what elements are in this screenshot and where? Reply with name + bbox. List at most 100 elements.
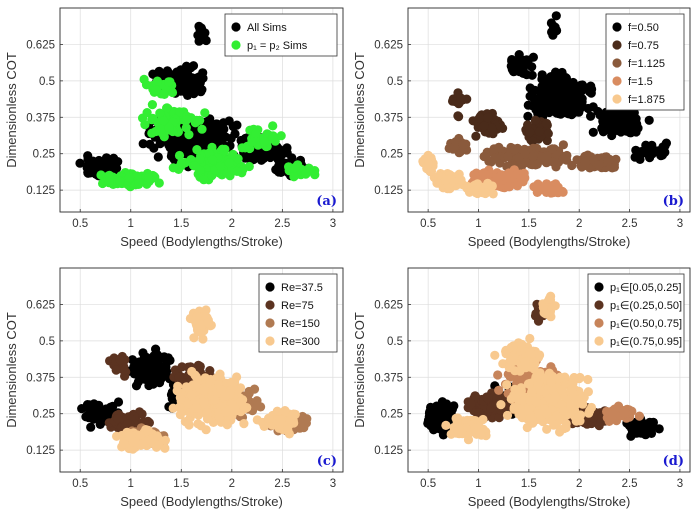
legend-marker: [594, 336, 604, 346]
x-tick-label: 1.5: [173, 478, 189, 490]
data-point: [523, 379, 534, 389]
data-point: [264, 413, 274, 423]
data-point: [200, 108, 210, 118]
data-point: [198, 334, 208, 344]
data-point: [644, 115, 654, 125]
y-tick-label: 0.25: [33, 149, 55, 161]
y-tick-label: 0.375: [374, 372, 403, 384]
data-point: [119, 365, 129, 375]
data-point: [608, 410, 618, 420]
data-point: [130, 437, 140, 447]
data-point: [547, 144, 557, 154]
y-tick-label: 0.125: [26, 185, 55, 197]
data-point: [525, 413, 535, 423]
panel-b: 0.5 1 1.5 2 2.5 3 0.125 0.25 0.375 0.5 0.625 Speed …: [352, 7, 691, 249]
data-point: [542, 118, 552, 129]
y-tick-label: 0.25: [381, 149, 403, 161]
data-point: [176, 86, 186, 96]
y-axis-label: Dimensionless COT: [4, 52, 19, 168]
data-point: [75, 158, 85, 168]
legend-label: Re=75: [281, 300, 314, 312]
x-tick-label: 3: [330, 478, 336, 490]
data-point: [560, 74, 570, 84]
data-point: [558, 86, 568, 96]
data-point: [506, 355, 516, 365]
y-tick-label: 0.375: [26, 372, 55, 384]
data-point: [283, 425, 293, 435]
data-point: [105, 404, 115, 414]
data-point: [621, 126, 631, 136]
data-point: [199, 386, 209, 396]
x-tick-label: 3: [330, 218, 336, 230]
data-point: [153, 440, 164, 450]
data-point: [195, 78, 205, 88]
data-point: [225, 385, 236, 395]
data-point: [543, 129, 553, 139]
legend: All Sims p₁ = p₂ Sims: [224, 13, 338, 57]
data-point: [174, 402, 185, 412]
plot-frame: [407, 7, 691, 213]
data-point: [197, 124, 207, 134]
data-point: [143, 425, 153, 435]
legend-marker: [594, 300, 604, 310]
data-point: [224, 158, 234, 168]
data-point: [85, 168, 96, 178]
x-tick-label: 2.5: [622, 478, 638, 490]
data-point: [148, 113, 158, 123]
data-point: [202, 407, 212, 418]
data-point: [525, 333, 535, 344]
data-point: [523, 111, 533, 121]
data-point: [572, 395, 582, 405]
data-point: [588, 127, 598, 137]
series-1: [96, 74, 320, 192]
data-point: [532, 187, 542, 197]
series-0: [506, 11, 672, 164]
data-point: [557, 385, 567, 395]
data-point: [182, 115, 192, 125]
data-point: [604, 416, 614, 426]
x-tick-label: 0.5: [72, 218, 88, 230]
x-axis-label: Speed (Bodylengths/Stroke): [468, 494, 631, 509]
scatter-points: [418, 11, 672, 199]
legend: f=0.50 f=0.75 f=1.125 f=1.5 f=1.875: [605, 13, 685, 111]
data-point: [196, 327, 206, 337]
legend-label: f=0.50: [628, 22, 659, 34]
data-point: [289, 172, 299, 182]
data-point: [201, 425, 211, 435]
data-point: [594, 421, 604, 431]
data-point: [518, 396, 529, 406]
data-point: [157, 124, 167, 134]
data-point: [86, 422, 96, 432]
data-point: [194, 21, 204, 31]
data-point: [595, 413, 605, 423]
data-point: [164, 123, 174, 133]
data-point: [525, 348, 536, 358]
data-point: [509, 66, 520, 76]
legend-marker: [265, 282, 275, 292]
data-point: [497, 170, 507, 180]
x-axis-label: Speed (Bodylengths/Stroke): [468, 234, 631, 249]
data-point: [193, 419, 203, 429]
data-point: [637, 419, 647, 429]
data-point: [631, 145, 641, 155]
data-point: [551, 419, 562, 430]
data-point: [268, 132, 278, 142]
data-point: [547, 96, 557, 106]
data-point: [466, 399, 476, 409]
data-point: [577, 80, 588, 90]
legend-marker: [265, 336, 275, 346]
y-tick-label: 0.5: [39, 76, 55, 88]
data-point: [89, 401, 99, 411]
data-point: [195, 154, 205, 164]
data-point: [521, 157, 532, 168]
x-tick-label: 2: [229, 478, 235, 490]
data-point: [459, 139, 469, 149]
data-point: [134, 363, 144, 373]
y-axis-label: Dimensionless COT: [4, 312, 19, 428]
legend-marker: [594, 318, 604, 328]
data-point: [475, 429, 485, 439]
data-point: [451, 137, 461, 147]
data-point: [493, 370, 503, 380]
x-tick-label: 1: [475, 218, 481, 230]
data-point: [189, 333, 199, 343]
